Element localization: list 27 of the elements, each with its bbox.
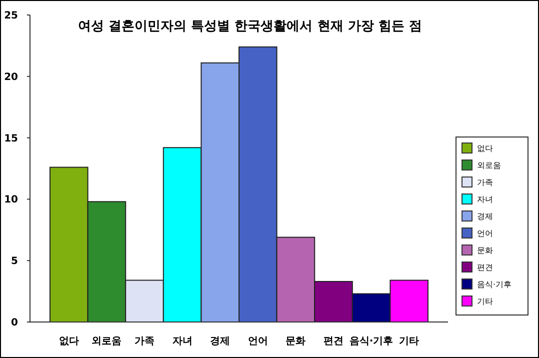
legend-label: 외로움 — [477, 160, 501, 170]
x-tick-label: 가족 — [134, 336, 154, 347]
x-tick-label: 음식·기후 — [349, 336, 394, 347]
x-tick-label: 외로움 — [92, 336, 122, 347]
legend-label: 경제 — [477, 212, 493, 221]
y-tick-label: 0 — [11, 318, 18, 328]
y-tick-label: 10 — [4, 194, 18, 206]
legend-label: 가족 — [477, 178, 493, 187]
legend-label: 편견 — [477, 262, 493, 272]
x-tick-label: 언어 — [248, 336, 268, 347]
y-tick-label: 15 — [4, 133, 18, 144]
x-tick-label: 경제 — [210, 336, 230, 347]
x-tick-label: 자녀 — [172, 336, 192, 347]
legend-label: 음식·기후 — [477, 280, 512, 289]
legend-label: 자녀 — [477, 194, 493, 204]
legend-label: 없다 — [477, 144, 493, 153]
chart-title: 여성 결혼이민자의 특성별 한국생활에서 현재 가장 힘든 점 — [78, 19, 422, 34]
y-tick-label: 5 — [11, 256, 18, 268]
x-tick-label: 편견 — [324, 336, 344, 347]
x-tick-label: 문화 — [286, 336, 306, 347]
x-tick-label: 없다 — [58, 336, 79, 347]
legend-label: 언어 — [477, 228, 493, 238]
legend-label: 문화 — [477, 246, 493, 255]
x-tick-label: 기타 — [399, 336, 420, 347]
y-tick-label: 20 — [4, 72, 18, 83]
legend-label: 기타 — [477, 296, 493, 306]
y-tick-label: 25 — [4, 10, 18, 22]
